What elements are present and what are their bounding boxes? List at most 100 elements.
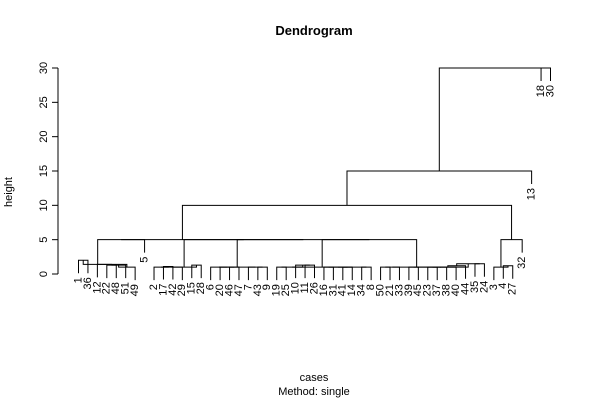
dendrogram-link	[385, 266, 400, 281]
y-tick-label: 15	[38, 165, 50, 177]
dendrogram-link	[500, 239, 523, 268]
leaf-label: 47	[233, 284, 245, 296]
y-tick-label: 5	[38, 237, 50, 243]
dendrogram-link	[210, 266, 228, 281]
leaf-label: 5	[138, 257, 150, 263]
dendrogram-link	[276, 266, 287, 281]
dendrogram-link	[191, 264, 202, 279]
leaf-label: 29	[176, 284, 188, 296]
dendrogram-link	[161, 266, 183, 281]
leaf-label: 17	[157, 283, 169, 295]
y-tick-label: 0	[38, 271, 50, 277]
leaf-label: 23	[422, 284, 434, 296]
leaf-label: 1	[72, 277, 84, 283]
dendrogram-link	[346, 170, 533, 206]
dendrogram-link	[162, 265, 174, 280]
leaf-label: 34	[356, 284, 368, 296]
dendrogram-link	[342, 266, 353, 281]
leaf-label: 31	[327, 284, 339, 296]
leaf-label: 46	[223, 284, 235, 296]
dendrogram-link	[408, 266, 419, 281]
leaf-label: 50	[374, 284, 386, 296]
leaf-label: 10	[290, 282, 302, 294]
leaf-label: 43	[252, 284, 264, 296]
dendrogram-link	[118, 265, 136, 281]
leaf-label: 11	[299, 282, 311, 293]
dendrogram-link	[321, 239, 418, 268]
leaf-label: 22	[101, 282, 113, 294]
dendrogram-link	[432, 266, 448, 281]
dendrogram-link	[82, 260, 113, 265]
method-label: Method: single	[278, 386, 350, 398]
dendrogram-link	[380, 266, 391, 281]
leaf-label: 48	[110, 282, 122, 294]
leaf-label: 44	[459, 283, 471, 295]
dendrogram-link	[493, 265, 509, 281]
dendrogram-link	[438, 67, 546, 171]
leaf-label: 38	[441, 284, 453, 296]
leaf-label: 4	[497, 283, 509, 289]
dendrogram-link	[456, 263, 480, 266]
dendrogram-link	[247, 266, 263, 281]
leaf-label: 45	[412, 284, 424, 296]
leaf-label: 30	[544, 85, 556, 97]
dendrogram-link	[183, 239, 304, 268]
leaf-label: 41	[337, 284, 349, 296]
leaf-label: 2	[148, 284, 160, 290]
dendrogram-links	[78, 67, 551, 281]
leaf-label: 9	[261, 284, 273, 290]
leaf-label: 40	[450, 284, 462, 296]
dendrogram-link	[439, 266, 457, 281]
y-axis-label: height	[3, 177, 15, 207]
y-tick-label: 10	[38, 199, 50, 211]
leaf-label: 16	[318, 284, 330, 296]
chart-title: Dendrogram	[275, 23, 352, 38]
leaf-label: 6	[205, 284, 217, 290]
leaf-label: 7	[242, 284, 254, 290]
dendrogram-link	[295, 264, 310, 279]
leaf-label: 27	[507, 283, 519, 295]
x-axis-label: cases	[300, 372, 329, 384]
leaf-label: 13	[526, 188, 538, 200]
dendrogram-link	[219, 266, 235, 281]
dendrogram-link	[323, 266, 334, 281]
leaf-label: 35	[469, 281, 481, 293]
leaf-label: 14	[346, 284, 358, 296]
dendrogram-link	[236, 239, 370, 268]
leaf-label: 21	[384, 284, 396, 296]
leaf-label: 3	[488, 284, 500, 290]
leaf-label: 24	[478, 281, 490, 293]
leaf-label: 12	[91, 281, 103, 293]
dendrogram-link	[361, 266, 372, 281]
dendrogram-link	[111, 264, 127, 279]
dendrogram-link	[447, 265, 467, 279]
leaf-label: 28	[195, 282, 207, 294]
y-tick-label: 25	[38, 96, 50, 108]
leaf-label: 19	[271, 284, 283, 296]
leaf-label: 8	[365, 284, 377, 290]
dendrogram-link	[502, 265, 514, 279]
dendrogram-link	[540, 67, 551, 81]
leaf-label: 18	[535, 85, 547, 97]
dendrogram-link	[474, 263, 485, 277]
leaf-label: 15	[186, 282, 198, 294]
dendrogram-link	[171, 265, 197, 268]
y-tick-label: 30	[38, 62, 50, 74]
y-axis: 0 5 10 15 20 25 30	[38, 62, 59, 277]
leaf-label: 39	[403, 284, 415, 296]
leaf-label: 49	[129, 284, 141, 296]
leaf-label: 32	[516, 257, 528, 269]
dendrogram-link	[106, 264, 117, 279]
dendrogram-link	[96, 263, 128, 278]
dendrogram-link	[257, 266, 268, 281]
leaf-label: 33	[393, 284, 405, 296]
dendrogram-link	[229, 266, 240, 281]
dendrogram-link	[153, 266, 169, 281]
dendrogram-link	[427, 266, 438, 281]
leaf-label: 37	[431, 284, 443, 296]
dendrogram-link	[181, 204, 513, 240]
leaf-label: 51	[120, 282, 132, 294]
y-tick-label: 20	[38, 131, 50, 143]
leaf-label: 36	[82, 277, 94, 289]
